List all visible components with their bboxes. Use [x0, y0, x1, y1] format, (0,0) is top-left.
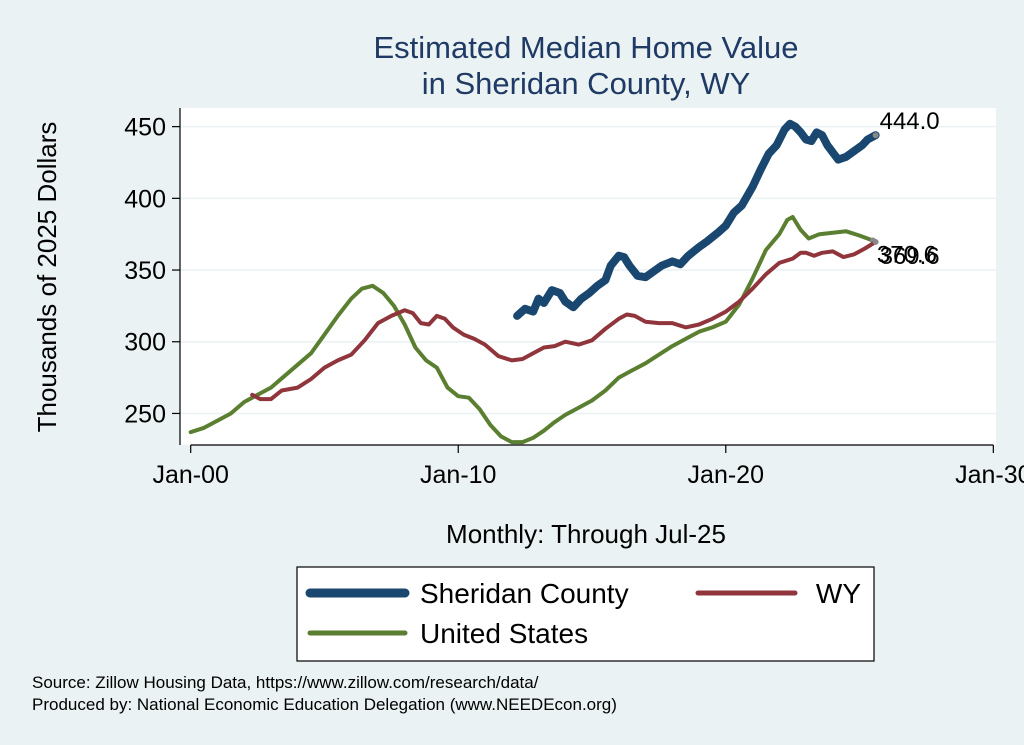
y-tick-label-400: 400 [124, 185, 166, 213]
producer-note: Produced by: National Economic Education… [32, 695, 617, 714]
series-line-united-states [188, 215, 875, 445]
chart-title-line-2: in Sheridan County, WY [422, 66, 751, 101]
legend: Sheridan County WY United States [296, 566, 875, 662]
x-tick-label-jan-30: Jan-30 [955, 461, 1024, 489]
series-end-marker-wy [872, 238, 879, 245]
chart-title-line-1: Estimated Median Home Value [373, 30, 798, 65]
x-tick-label-jan-00: Jan-00 [152, 461, 228, 489]
y-tick-label-350: 350 [124, 257, 166, 285]
series-line-wy [250, 239, 878, 402]
series-lines [188, 119, 880, 445]
x-axis-title: Monthly: Through Jul-25 [446, 519, 726, 549]
y-axis: 250 300 350 400 450 [124, 108, 181, 445]
plot-area [180, 108, 996, 445]
y-axis-title: Thousands of 2025 Dollars [32, 122, 62, 433]
end-label-wy: 369.6 [880, 243, 940, 270]
grid [180, 125, 996, 415]
end-label-sheridan-county: 444.0 [880, 108, 940, 135]
x-axis: Jan-00 Jan-10 Jan-20 Jan-30 [152, 444, 1024, 489]
x-tick-label-jan-20: Jan-20 [688, 461, 764, 489]
y-tick-label-250: 250 [124, 400, 166, 428]
series-line-sheridan-county [513, 119, 880, 320]
y-tick-label-300: 300 [124, 329, 166, 357]
legend-box [296, 566, 875, 662]
series-end-marker-sheridan-county [872, 132, 879, 139]
legend-label-sheridan-county: Sheridan County [420, 578, 629, 609]
y-tick-label-450: 450 [124, 114, 166, 142]
legend-label-wy: WY [816, 578, 861, 609]
end-label-united-states: 370.6 [877, 242, 937, 269]
x-tick-label-jan-10: Jan-10 [420, 461, 496, 489]
source-note: Source: Zillow Housing Data, https://www… [32, 673, 539, 692]
legend-label-united-states: United States [420, 618, 588, 649]
